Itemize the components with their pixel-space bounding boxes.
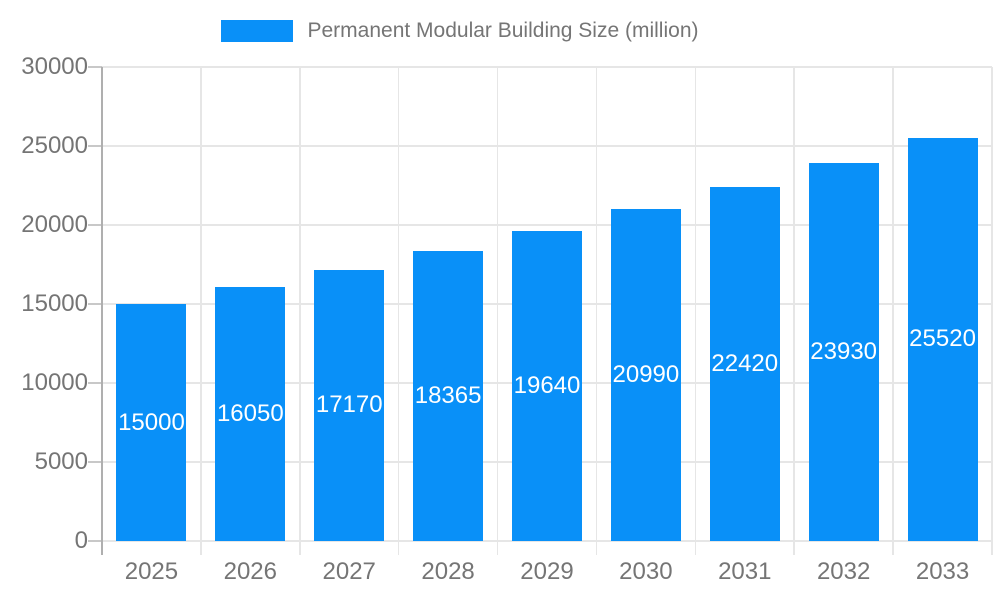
- x-axis-label: 2031: [718, 558, 772, 585]
- y-axis-tick: [88, 461, 102, 463]
- y-gridline: [102, 145, 992, 147]
- bar-value-label: 25520: [909, 325, 976, 353]
- bar-2028[interactable]: 18365: [413, 250, 484, 541]
- x-gridline: [496, 67, 499, 555]
- y-axis-tick: [88, 303, 102, 305]
- x-axis-label: 2029: [520, 558, 574, 585]
- y-axis-label: 10000: [21, 369, 88, 396]
- legend-label: Permanent Modular Building Size (million…: [307, 19, 699, 42]
- bar-value-label: 19640: [513, 371, 581, 399]
- x-gridline: [200, 67, 202, 555]
- y-axis-label: 25000: [21, 132, 88, 159]
- y-axis-line: [101, 67, 103, 555]
- y-axis-label: 20000: [21, 211, 88, 238]
- bar-2030[interactable]: 20990: [610, 209, 681, 541]
- y-axis-tick: [88, 145, 102, 147]
- bar-value-label: 18365: [414, 381, 482, 409]
- bar-2025[interactable]: 15000: [116, 304, 187, 541]
- x-axis-label: 2027: [322, 558, 376, 585]
- x-axis-label: 2033: [915, 558, 970, 585]
- y-axis-tick: [88, 224, 102, 226]
- bar-value-label: 15000: [118, 408, 185, 436]
- bar-value-label: 23930: [810, 337, 878, 365]
- x-axis-label: 2026: [223, 558, 277, 585]
- y-axis-tick: [88, 66, 102, 68]
- y-axis-label: 0: [74, 527, 88, 554]
- x-gridline: [694, 67, 697, 555]
- bar-2032[interactable]: 23930: [808, 162, 879, 541]
- bar-2029[interactable]: 19640: [512, 230, 582, 541]
- x-gridline: [595, 67, 598, 555]
- y-axis-tick: [88, 540, 102, 542]
- x-axis-label: 2025: [124, 558, 179, 585]
- bar-2031[interactable]: 22420: [709, 186, 780, 541]
- legend-swatch-icon: [221, 20, 294, 42]
- bar-value-label: 22420: [711, 349, 779, 377]
- bar-value-label: 17170: [315, 391, 383, 419]
- x-gridline: [793, 67, 795, 555]
- x-axis-label: 2028: [421, 558, 475, 585]
- y-axis-label: 30000: [21, 53, 88, 80]
- bar-2026[interactable]: 16050: [215, 287, 286, 541]
- bar-value-label: 20990: [612, 361, 680, 389]
- y-axis-label: 15000: [21, 290, 88, 317]
- y-axis-label: 5000: [34, 448, 88, 475]
- x-gridline: [991, 67, 993, 555]
- x-axis-label: 2032: [816, 558, 871, 585]
- bar-2033[interactable]: 25520: [907, 137, 978, 541]
- chart-legend: Permanent Modular Building Size (million…: [0, 14, 920, 48]
- x-gridline: [892, 67, 894, 555]
- x-gridline: [397, 67, 400, 555]
- x-gridline: [299, 67, 301, 555]
- bar-value-label: 16050: [216, 400, 284, 428]
- y-gridline: [102, 66, 992, 68]
- bar-2027[interactable]: 17170: [314, 269, 385, 541]
- y-axis-tick: [88, 382, 102, 384]
- x-axis-label: 2030: [619, 558, 673, 585]
